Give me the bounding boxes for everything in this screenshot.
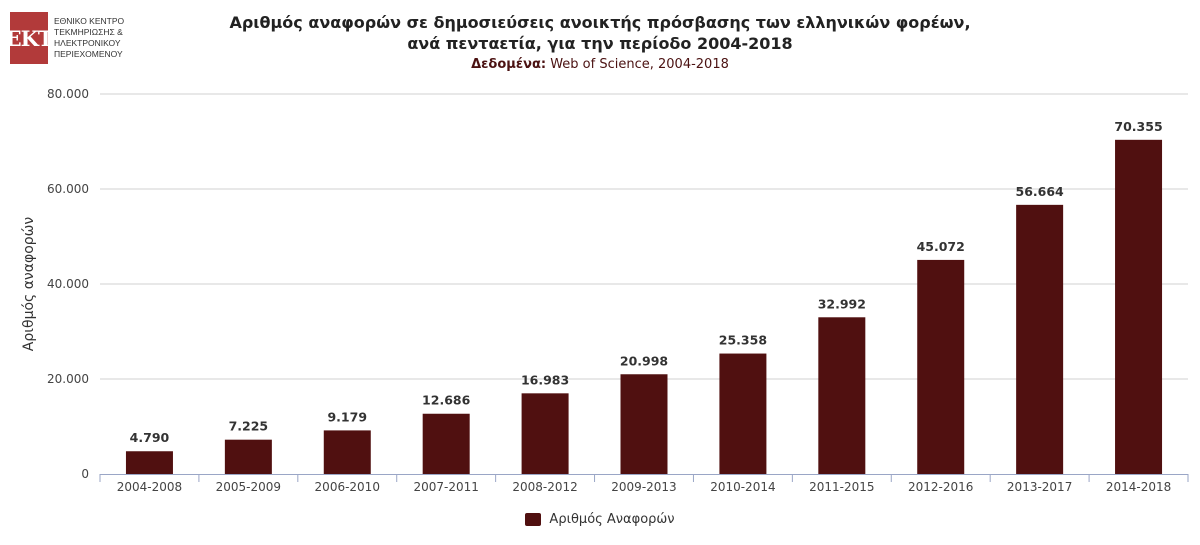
legend-label: Αριθμός Αναφορών <box>549 512 675 527</box>
data-label: 25.358 <box>719 333 767 348</box>
data-label: 32.992 <box>818 296 866 311</box>
x-tick-label: 2007-2011 <box>413 480 478 494</box>
x-axis-ticks: 2004-2008 2005-2009 2006-2010 2007-2011 2008… <box>99 474 1189 494</box>
data-label: 70.355 <box>1114 119 1162 134</box>
data-label: 4.790 <box>130 430 170 445</box>
bar <box>917 259 965 474</box>
y-tick-label: 80.000 <box>47 87 89 101</box>
y-tick-label: 20.000 <box>47 372 89 386</box>
x-tick-label: 2009-2013 <box>611 480 676 494</box>
data-labels: 4.790 7.225 9.179 12.686 16.983 20.998 25.358 3… <box>130 119 1163 445</box>
data-label: 16.983 <box>521 372 569 387</box>
bar <box>719 353 767 474</box>
bar <box>323 430 371 474</box>
data-label: 12.686 <box>422 393 471 408</box>
data-label: 56.664 <box>1016 184 1065 199</box>
logo-line: ΗΛΕΚΤΡΟΝΙΚΟΥ <box>54 38 121 48</box>
bar <box>521 393 569 474</box>
x-tick-label: 2010-2014 <box>710 480 775 494</box>
data-label: 9.179 <box>327 409 367 424</box>
x-tick-label: 2005-2009 <box>216 480 281 494</box>
y-axis-label: Αριθμός αναφορών <box>21 217 37 352</box>
bar <box>125 451 173 474</box>
y-tick-label: 60.000 <box>47 182 89 196</box>
bar <box>224 439 272 474</box>
data-label: 45.072 <box>917 239 965 254</box>
subtitle-label: Δεδομένα: <box>471 57 547 72</box>
bar <box>620 374 668 474</box>
x-tick-label: 2014-2018 <box>1106 480 1171 494</box>
logo-line: ΤΕΚΜΗΡΙΩΣΗΣ & <box>54 27 123 37</box>
data-label: 20.998 <box>620 353 668 368</box>
chart-title-line1: Αριθμός αναφορών σε δημοσιεύσεις ανοικτή… <box>229 13 971 32</box>
y-tick-label: 40.000 <box>47 277 89 291</box>
legend-swatch <box>525 513 542 526</box>
x-tick-label: 2012-2016 <box>908 480 973 494</box>
bars <box>125 139 1163 474</box>
logo-line: ΠΕΡΙΕΧΟΜΕΝΟΥ <box>54 49 123 59</box>
bar <box>1016 204 1064 474</box>
x-tick-label: 2006-2010 <box>315 480 380 494</box>
x-tick-label: 2004-2008 <box>117 480 182 494</box>
logo-text: ΕΘΝΙΚΟ ΚΕΝΤΡΟ ΤΕΚΜΗΡΙΩΣΗΣ & ΗΛΕΚΤΡΟΝΙΚΟΥ… <box>54 16 124 60</box>
logo-line: ΕΘΝΙΚΟ ΚΕΝΤΡΟ <box>54 16 125 26</box>
y-axis-ticks: 0 20.000 40.000 60.000 80.000 <box>47 87 89 481</box>
chart-title: Αριθμός αναφορών σε δημοσιεύσεις ανοικτή… <box>0 12 1200 54</box>
chart-subtitle: Δεδομένα: Web of Science, 2004-2018 <box>0 57 1200 72</box>
x-tick-label: 2013-2017 <box>1007 480 1072 494</box>
data-label: 7.225 <box>229 419 269 434</box>
x-tick-label: 2011-2015 <box>809 480 874 494</box>
x-tick-label: 2008-2012 <box>512 480 577 494</box>
subtitle-text: Web of Science, 2004-2018 <box>546 57 729 72</box>
y-tick-label: 0 <box>81 467 89 481</box>
logo-mark: EKT <box>6 12 53 64</box>
chart-title-line2: ανά πενταετία, για την περίοδο 2004-2018 <box>407 34 793 53</box>
legend[interactable]: Αριθμός Αναφορών <box>0 512 1200 527</box>
ekt-logo: EKT ΕΘΝΙΚΟ ΚΕΝΤΡΟ ΤΕΚΜΗΡΙΩΣΗΣ & ΗΛΕΚΤΡΟΝ… <box>6 12 124 64</box>
bar <box>422 413 470 474</box>
bar <box>818 317 866 474</box>
bar <box>1115 139 1163 474</box>
